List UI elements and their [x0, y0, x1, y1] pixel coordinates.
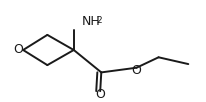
Text: 2: 2	[96, 16, 102, 25]
Text: O: O	[95, 88, 105, 101]
Text: O: O	[13, 43, 23, 57]
Text: NH: NH	[82, 15, 100, 28]
Text: O: O	[131, 64, 141, 77]
